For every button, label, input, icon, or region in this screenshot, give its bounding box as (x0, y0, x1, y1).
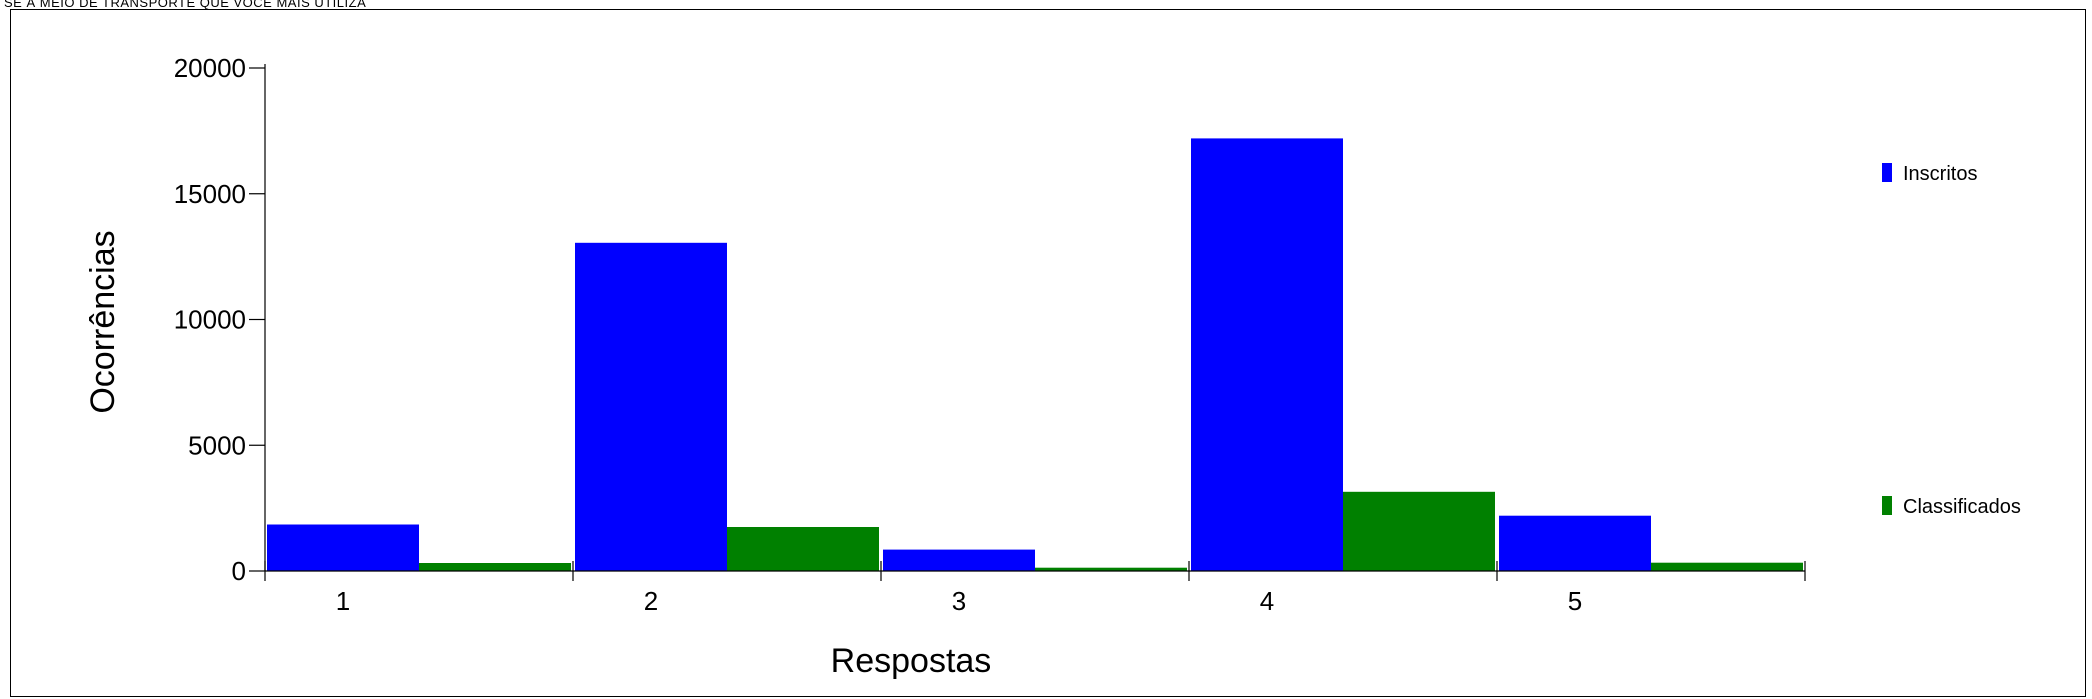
bar-classificados-4 (1343, 491, 1495, 571)
y-tick-label-0: 0 (232, 556, 246, 586)
legend-swatch-inscritos (1882, 163, 1892, 182)
labels-layer: 0 5000 10000 15000 20000 1 2 3 4 5 Respostas Ocorrê… (84, 53, 1582, 680)
chart-frame (10, 9, 2086, 697)
legend-swatch-classificados (1882, 496, 1892, 515)
legend: Inscritos Classificados (1882, 163, 2021, 518)
x-tick-label-5: 5 (1568, 586, 1582, 616)
bar-classificados-5 (1651, 562, 1803, 571)
axes-layer (249, 64, 1806, 581)
x-tick-label-1: 1 (336, 586, 350, 616)
y-tick-label-20000: 20000 (174, 53, 246, 83)
x-tick-label-4: 4 (1260, 586, 1274, 616)
page-title: SE À MEIO DE TRANSPORTE QUE VOCÊ MAIS UT… (4, 0, 367, 10)
bar-classificados-3 (1035, 567, 1187, 571)
legend-label-inscritos: Inscritos (1903, 163, 1977, 185)
bar-classificados-2 (727, 527, 879, 571)
x-axis-title: Respostas (831, 642, 992, 680)
bar-inscritos-3 (883, 549, 1035, 571)
bar-inscritos-2 (575, 242, 727, 572)
y-tick-label-15000: 15000 (174, 179, 246, 209)
x-tick-label-2: 2 (644, 586, 658, 616)
legend-label-classificados: Classificados (1903, 496, 2021, 518)
y-tick-label-5000: 5000 (188, 430, 246, 460)
bar-classificados-1 (419, 563, 571, 571)
y-axis-title: Ocorrências (84, 230, 122, 413)
bar-inscritos-4 (1191, 138, 1343, 571)
y-tick-label-10000: 10000 (174, 305, 246, 335)
bars-layer (267, 138, 1803, 572)
bar-inscritos-5 (1499, 515, 1651, 571)
bar-inscritos-1 (267, 524, 419, 571)
x-tick-label-3: 3 (952, 586, 966, 616)
